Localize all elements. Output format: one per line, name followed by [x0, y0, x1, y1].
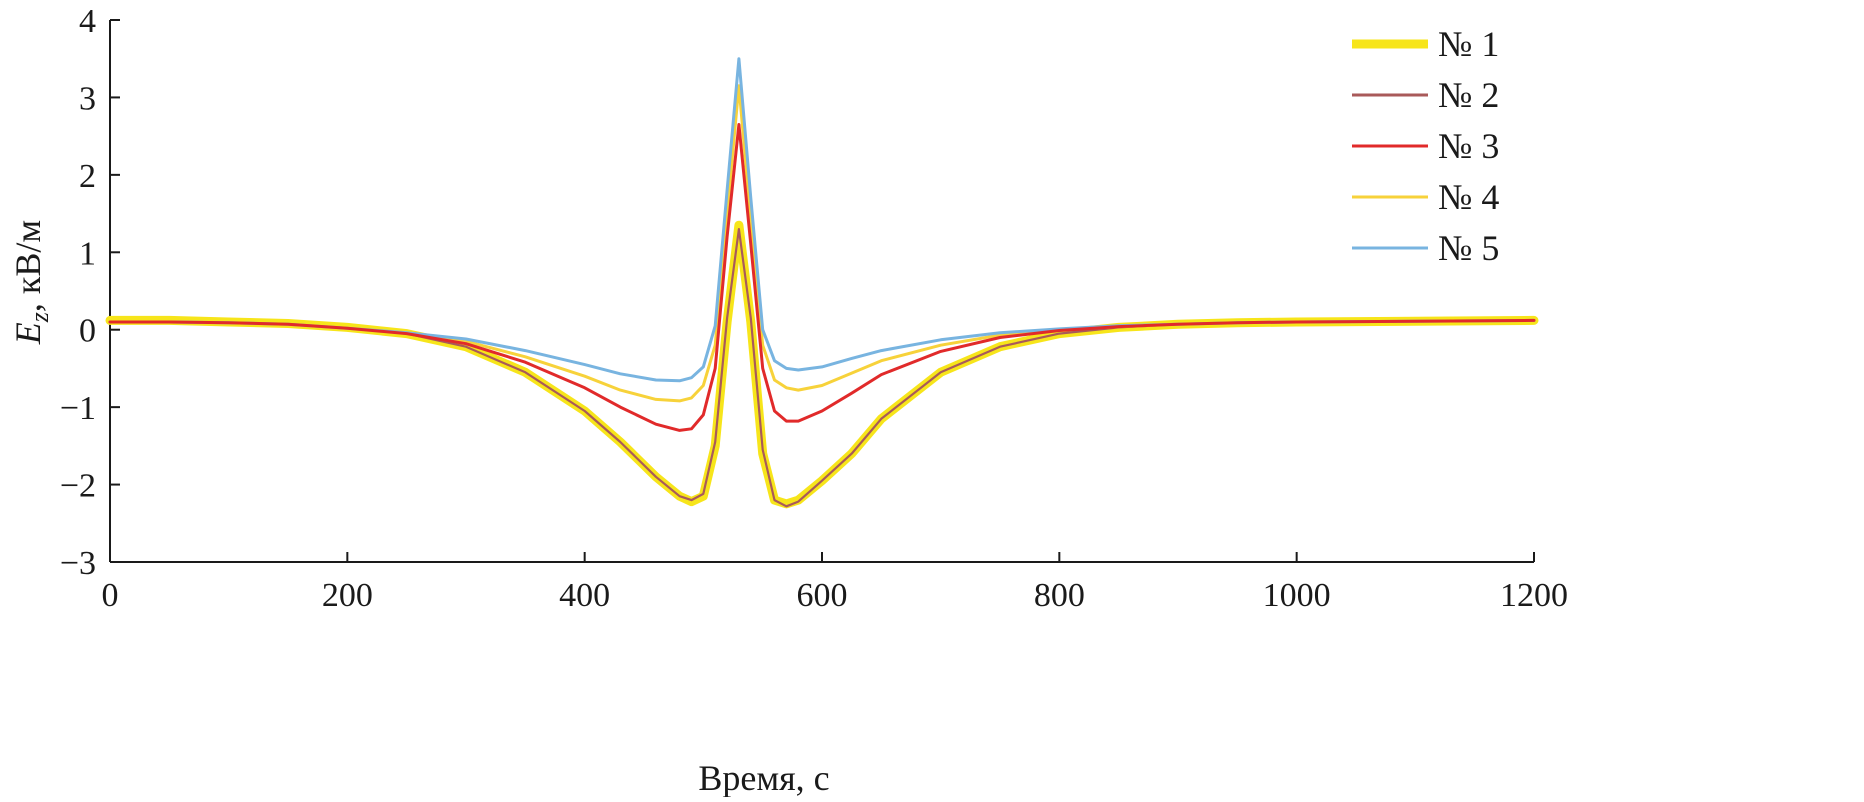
legend-label-2: № 2	[1438, 75, 1499, 115]
series-layer	[105, 57, 1539, 509]
legend-label-4: № 4	[1438, 177, 1499, 217]
x-tick-label: 1200	[1500, 577, 1568, 614]
legend-label-5: № 5	[1438, 228, 1499, 268]
y-axis-symbol: E	[8, 322, 48, 345]
x-axis-title: Время, с	[698, 758, 829, 797]
y-axis-title: Ez, кВ/м	[8, 220, 54, 345]
y-tick-label: −3	[60, 545, 96, 582]
axes: 0 200 400 600 800 1000 1200 −3 −2 −1 0 1 2 3 4	[60, 3, 1568, 614]
x-tick-label: 600	[797, 577, 848, 614]
y-tick-label: 2	[79, 158, 96, 195]
y-tick-label: −2	[60, 468, 96, 505]
x-tick-label: 0	[102, 577, 119, 614]
legend: № 1 № 2 № 3 № 4 № 5	[1352, 24, 1499, 268]
x-tick-label: 1000	[1263, 577, 1331, 614]
y-tick-label: 1	[79, 235, 96, 272]
series-line-3	[108, 123, 1536, 432]
series-line-4	[108, 84, 1536, 403]
y-tick-label: −1	[60, 390, 96, 427]
legend-label-1: № 1	[1438, 24, 1499, 64]
series-line-5	[108, 57, 1536, 383]
y-tick-label: 4	[79, 3, 96, 40]
x-tick-label: 800	[1034, 577, 1085, 614]
x-tick-label: 200	[322, 577, 373, 614]
x-tick-label: 400	[559, 577, 610, 614]
y-axis-unit: , кВ/м	[8, 220, 48, 312]
y-tick-label: 3	[79, 80, 96, 117]
y-axis-subscript: z	[25, 312, 54, 323]
series-line-1	[105, 220, 1539, 509]
legend-label-3: № 3	[1438, 126, 1499, 166]
y-tick-label: 0	[79, 313, 96, 350]
